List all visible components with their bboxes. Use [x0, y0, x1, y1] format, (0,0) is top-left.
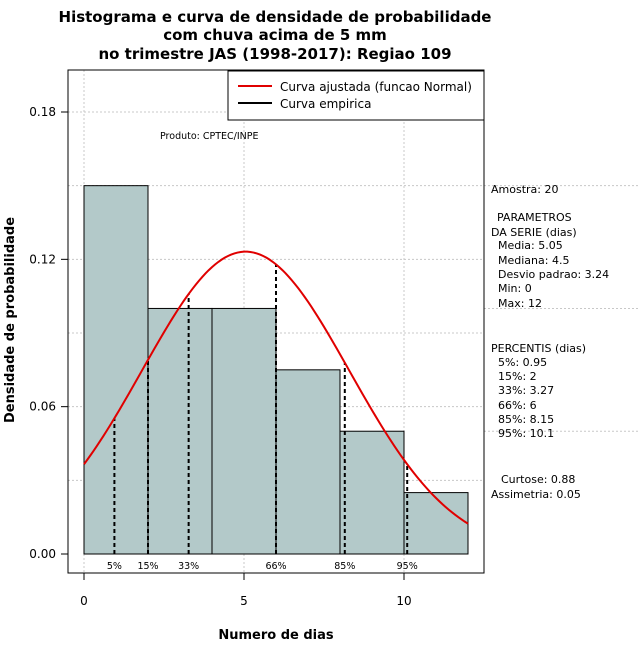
histogram-bar-0: [83, 185, 149, 555]
percentile-label-0: 5%: [107, 561, 122, 572]
percentile-lines: 5% 15% 33% 66% 85% 95%: [107, 264, 418, 572]
y-tick-label-2: 0.12: [29, 252, 56, 266]
percentil-85: 85%: 8.15: [498, 413, 554, 426]
legend-box: [227, 70, 485, 121]
assimetria: Assimetria: 0.05: [491, 488, 581, 501]
chart-title-line-3: no trimestre JAS (1998-2017): Regiao 109: [98, 45, 451, 63]
histogram-bar-5: [403, 492, 469, 555]
percentile-label-4: 85%: [334, 561, 355, 572]
y-tick-label-1: 0.06: [29, 400, 56, 414]
histogram-bar-1: [147, 307, 213, 555]
chart-title-line-1: Histograma e curva de densidade de proba…: [59, 8, 492, 26]
percentil-66: 66%: 6: [498, 399, 537, 412]
param-media: Media: 5.05: [498, 239, 563, 252]
product-annotation: Produto: CPTEC/INPE: [160, 131, 259, 142]
percentile-label-5: 95%: [397, 561, 418, 572]
x-axis-label: Numero de dias: [218, 628, 334, 643]
histogram-bars: [83, 185, 469, 555]
y-axis-label: Densidade de probabilidade: [3, 217, 18, 423]
percentis-title: PERCENTIS (dias): [491, 342, 586, 355]
sample-size: Amostra: 20: [491, 183, 558, 196]
y-tick-label-3: 0.18: [29, 105, 56, 119]
percentil-5: 5%: 0.95: [498, 356, 547, 369]
histogram-bar-2: [211, 307, 277, 555]
percentile-label-1: 15%: [137, 561, 158, 572]
x-tick-label-2: 10: [396, 594, 411, 608]
chart-title-line-2: com chuva acima de 5 mm: [163, 26, 387, 44]
percentil-95: 95%: 10.1: [498, 427, 554, 440]
legend-label-normal: Curva ajustada (funcao Normal): [280, 80, 472, 94]
params-title-2: DA SERIE (dias): [491, 226, 577, 239]
percentile-label-2: 33%: [178, 561, 199, 572]
params-title-1: PARAMETROS: [497, 211, 572, 224]
param-mediana: Mediana: 4.5: [498, 254, 569, 267]
legend: Curva ajustada (funcao Normal) Curva emp…: [227, 70, 485, 121]
histogram-bar-3: [275, 369, 341, 555]
param-max: Max: 12: [498, 297, 542, 310]
statistics-panel: Amostra: 20 PARAMETROS DA SERIE (dias) M…: [491, 183, 609, 501]
percentile-label-3: 66%: [265, 561, 286, 572]
y-axis: 0.00 0.06 0.12 0.18: [29, 105, 69, 561]
histogram-bar-4: [339, 430, 405, 555]
x-tick-label-0: 0: [80, 594, 88, 608]
curtose: Curtose: 0.88: [501, 473, 575, 486]
percentil-15: 15%: 2: [498, 370, 537, 383]
x-tick-label-1: 5: [240, 594, 248, 608]
param-desvio: Desvio padrao: 3.24: [498, 268, 609, 281]
y-tick-label-0: 0.00: [29, 547, 56, 561]
x-axis: 0 5 10: [80, 572, 412, 608]
legend-label-empirical: Curva empirica: [280, 97, 371, 111]
percentil-33: 33%: 3.27: [498, 384, 554, 397]
param-min: Min: 0: [498, 282, 532, 295]
normal-fit-curve: [83, 250, 469, 525]
